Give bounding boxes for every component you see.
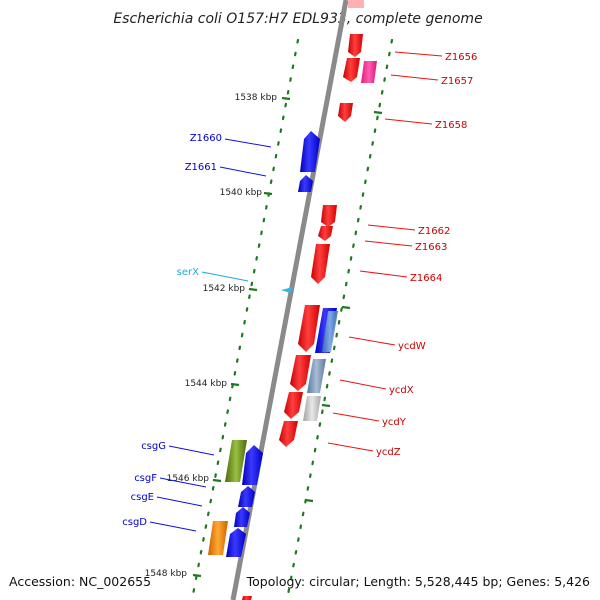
tick-label-1540: 1540 kbp xyxy=(220,188,263,198)
gene-z1657-red[interactable] xyxy=(343,58,360,82)
label-ycdz[interactable]: ycdZ xyxy=(376,447,401,458)
label-z1663[interactable]: Z1663 xyxy=(415,242,447,253)
gene-ycdz[interactable] xyxy=(279,421,298,447)
reverse-strand-genes xyxy=(208,131,320,557)
tick-label-1538: 1538 kbp xyxy=(235,93,278,103)
gene-top-partial[interactable] xyxy=(348,0,364,8)
scale-labels: 1538 kbp 1540 kbp 1542 kbp 1544 kbp 1546… xyxy=(145,93,278,579)
gene-z1664[interactable] xyxy=(311,244,330,284)
gene-z1663[interactable] xyxy=(318,226,333,241)
gene-z1661[interactable] xyxy=(298,175,313,192)
gene-csgf[interactable] xyxy=(238,486,255,507)
forward-strand-genes xyxy=(242,34,377,600)
genome-title: Escherichia coli O157:H7 EDL933, complet… xyxy=(113,11,482,27)
label-ycdw[interactable]: ycdW xyxy=(398,341,426,352)
gene-csgg[interactable] xyxy=(242,445,263,485)
label-z1657[interactable]: Z1657 xyxy=(441,76,473,87)
scale-tick-marks xyxy=(192,96,291,578)
gene-z1658[interactable] xyxy=(338,103,353,122)
gene-csgd[interactable] xyxy=(226,528,246,557)
gene-bottom-partial[interactable] xyxy=(242,596,252,600)
reverse-label-texts: Z1660 Z1661 csgG csgF csgE csgD xyxy=(122,133,222,528)
label-csgf[interactable]: csgF xyxy=(134,473,157,484)
forward-label-texts: Z1656 Z1657 Z1658 Z1662 Z1663 Z1664 ycdW… xyxy=(376,52,477,458)
gene-ycdy[interactable] xyxy=(284,392,303,419)
label-csge[interactable]: csgE xyxy=(131,492,154,503)
label-z1662[interactable]: Z1662 xyxy=(418,226,450,237)
gene-ycdx[interactable] xyxy=(290,355,311,391)
tick-label-1542: 1542 kbp xyxy=(203,284,246,294)
right-track-marks xyxy=(304,110,383,503)
gene-ycd-gray[interactable] xyxy=(303,396,321,421)
tick-label-1548: 1548 kbp xyxy=(145,569,188,579)
gene-ycd-steel-2[interactable] xyxy=(307,359,326,393)
gene-csgg-olive[interactable] xyxy=(225,440,247,482)
label-csgd[interactable]: csgD xyxy=(122,517,147,528)
tick-label-1544: 1544 kbp xyxy=(185,379,228,389)
outer-tracks xyxy=(190,38,394,600)
inner-genes xyxy=(303,308,338,421)
forward-gene-labels xyxy=(327,51,443,452)
topology-text: Topology: circular; Length: 5,528,445 bp… xyxy=(246,574,590,589)
accession-text: Accession: NC_002655 xyxy=(9,574,151,589)
label-z1661[interactable]: Z1661 xyxy=(185,162,217,173)
gene-ycd-steel[interactable] xyxy=(322,311,338,352)
label-csgg[interactable]: csgG xyxy=(141,441,166,452)
gene-z1662[interactable] xyxy=(321,205,337,227)
trna-serx[interactable] xyxy=(281,287,293,293)
label-ycdy[interactable]: ycdY xyxy=(382,417,407,428)
left-dotted-track xyxy=(190,38,300,600)
label-z1656[interactable]: Z1656 xyxy=(445,52,477,63)
label-ycdx[interactable]: ycdX xyxy=(389,385,414,396)
trna-leader-line xyxy=(201,271,249,282)
gene-ycdw[interactable] xyxy=(298,305,320,352)
label-z1664[interactable]: Z1664 xyxy=(410,273,442,284)
gene-z1656[interactable] xyxy=(348,34,363,57)
gene-z1660[interactable] xyxy=(300,131,320,172)
label-z1658[interactable]: Z1658 xyxy=(435,120,467,131)
label-z1660[interactable]: Z1660 xyxy=(190,133,222,144)
genome-backbone xyxy=(230,0,349,600)
tick-label-1546: 1546 kbp xyxy=(167,474,210,484)
gene-z1657[interactable] xyxy=(361,61,377,83)
gene-csgd-orange[interactable] xyxy=(208,521,228,555)
label-serx[interactable]: serX xyxy=(177,267,199,278)
gene-csge[interactable] xyxy=(234,507,250,527)
reverse-gene-labels xyxy=(149,138,272,532)
